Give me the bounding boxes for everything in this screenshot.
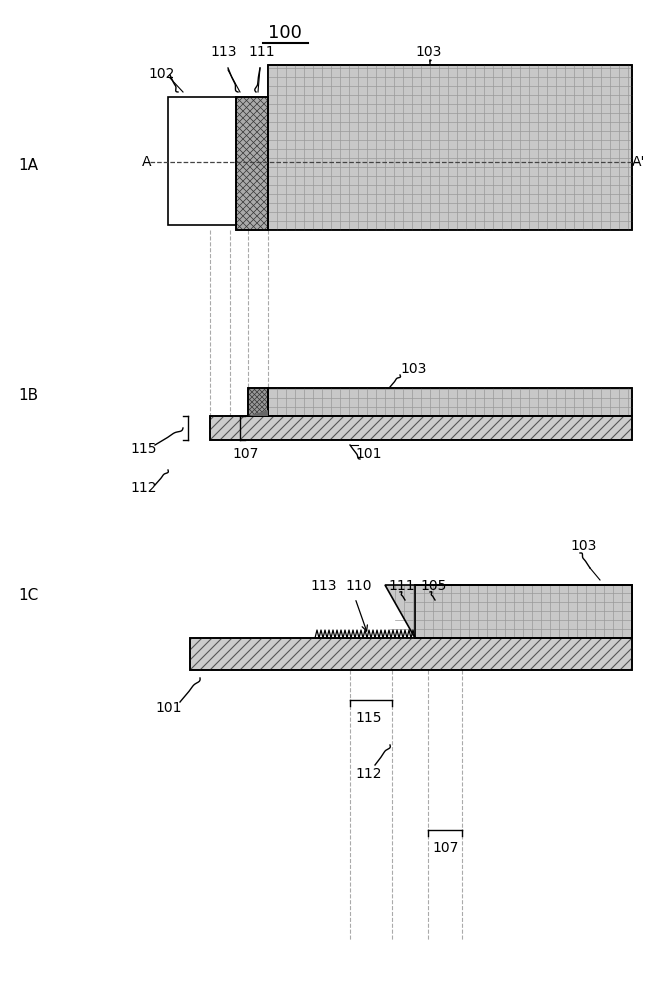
- Bar: [248, 388, 268, 416]
- Text: A: A: [142, 155, 151, 169]
- Polygon shape: [385, 585, 415, 638]
- Bar: [268, 65, 632, 230]
- Text: 107: 107: [232, 447, 259, 461]
- Text: 107: 107: [432, 841, 458, 855]
- Text: 1C: 1C: [18, 588, 38, 603]
- Bar: [190, 638, 632, 670]
- Bar: [236, 97, 268, 230]
- Text: 112: 112: [130, 481, 157, 495]
- Text: A': A': [632, 155, 645, 169]
- Text: 103: 103: [400, 362, 426, 376]
- Text: 111: 111: [248, 45, 275, 59]
- Bar: [248, 388, 268, 416]
- Text: 101: 101: [355, 447, 381, 461]
- Bar: [415, 585, 632, 638]
- Bar: [236, 97, 268, 230]
- Text: 1B: 1B: [18, 388, 38, 403]
- Text: 105: 105: [420, 579, 446, 593]
- Text: 1A: 1A: [18, 158, 38, 173]
- Text: 112: 112: [355, 767, 381, 781]
- Bar: [415, 585, 632, 638]
- Bar: [210, 416, 632, 440]
- Text: 110: 110: [345, 579, 371, 593]
- Text: 102: 102: [148, 67, 174, 81]
- Bar: [210, 416, 632, 440]
- Bar: [268, 388, 632, 416]
- Text: 115: 115: [130, 442, 157, 456]
- Bar: [190, 638, 632, 670]
- Text: 100: 100: [268, 24, 302, 42]
- Text: 115: 115: [355, 711, 381, 725]
- Text: 113: 113: [310, 579, 336, 593]
- Text: 101: 101: [155, 701, 182, 715]
- Bar: [168, 97, 236, 225]
- Text: 103: 103: [570, 539, 596, 553]
- Bar: [268, 65, 632, 230]
- Polygon shape: [248, 410, 268, 416]
- Text: 111: 111: [388, 579, 415, 593]
- Text: 113: 113: [210, 45, 237, 59]
- Bar: [268, 388, 632, 416]
- Text: 103: 103: [415, 45, 442, 59]
